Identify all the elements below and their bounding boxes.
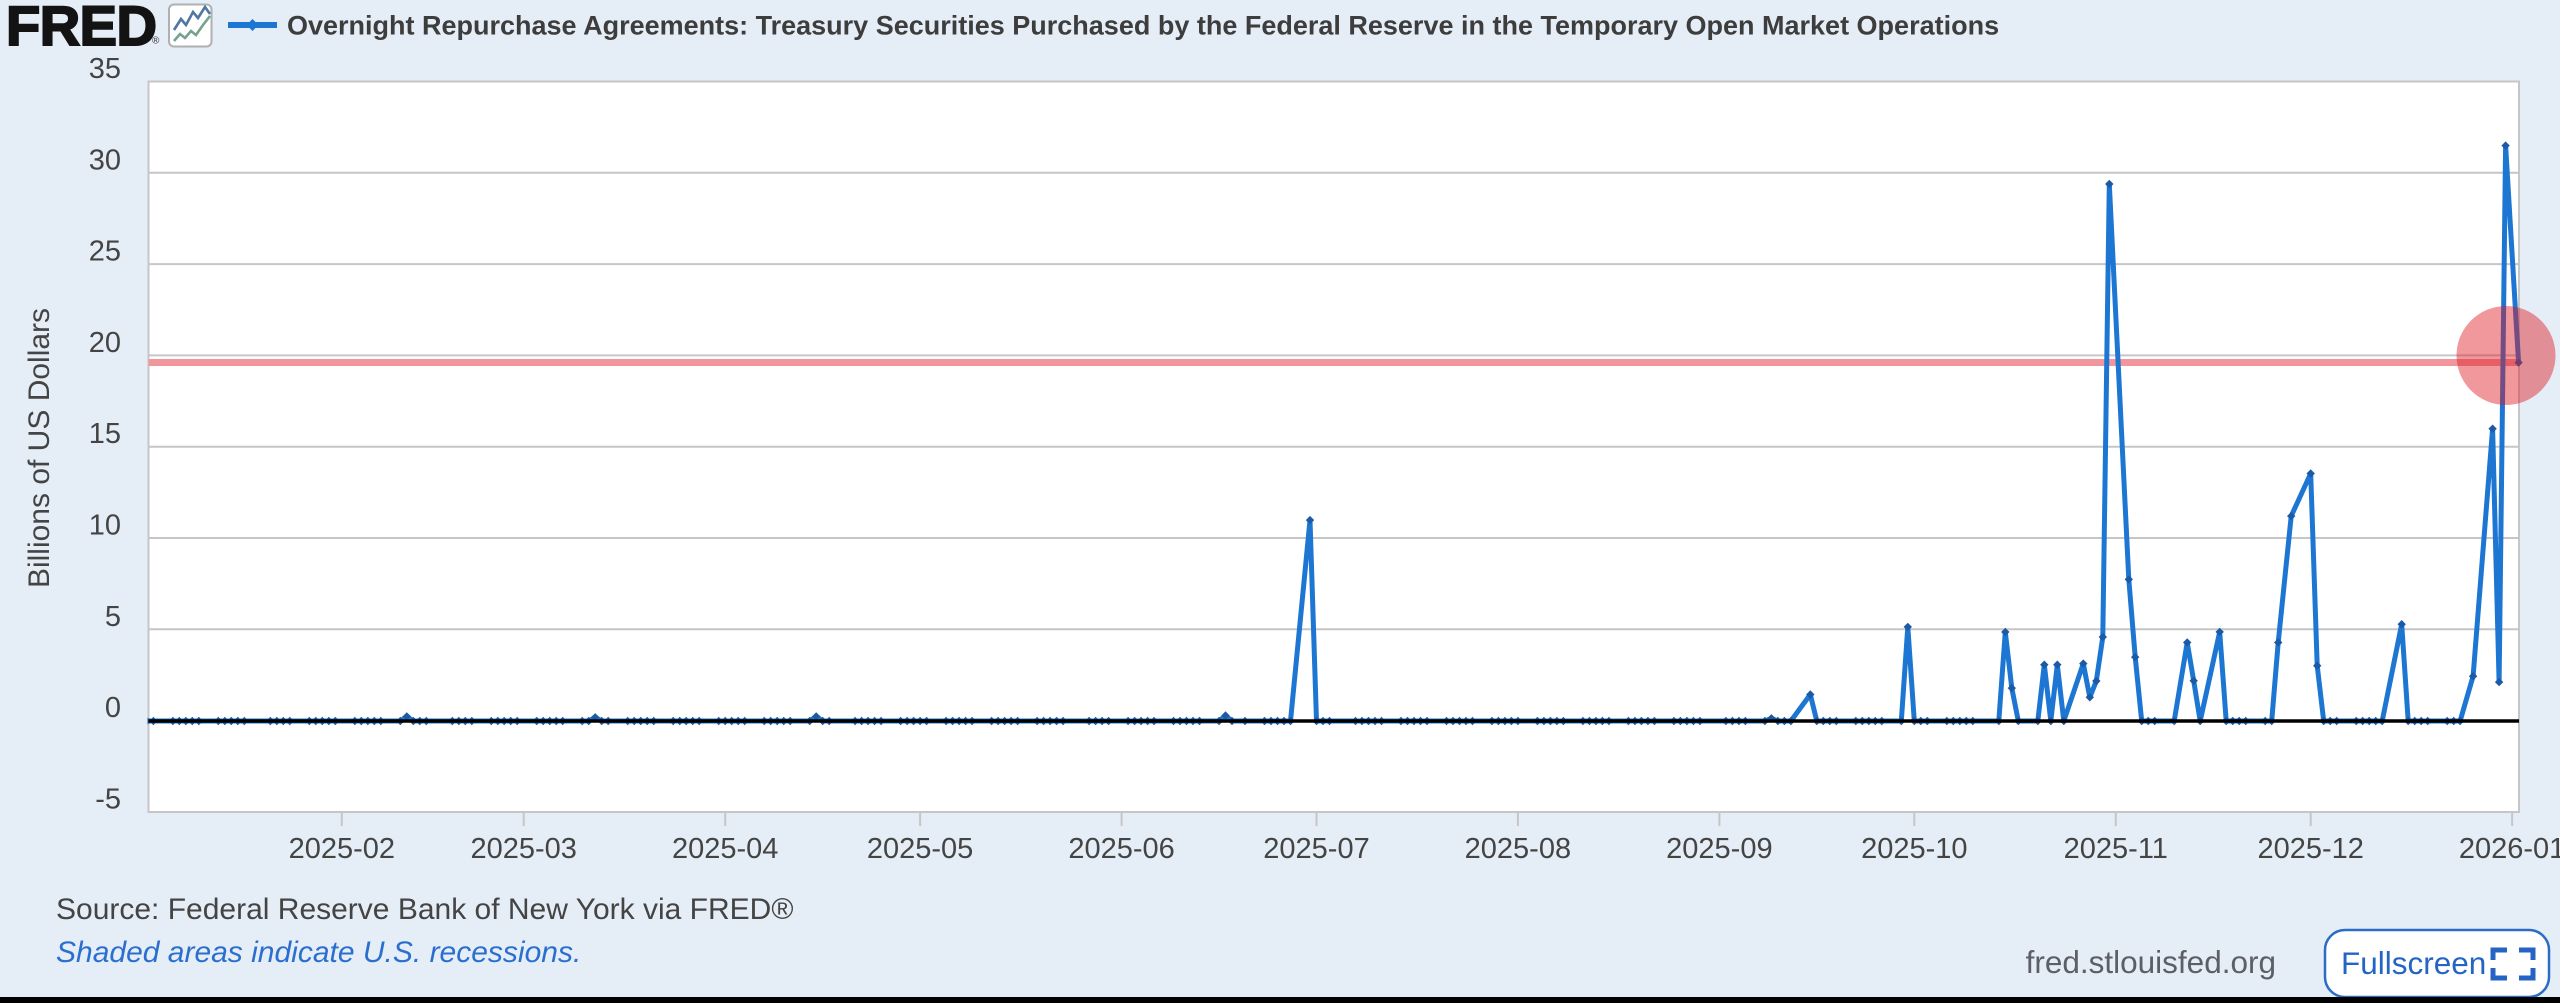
svg-text:Fullscreen: Fullscreen bbox=[2341, 945, 2486, 981]
svg-text:25: 25 bbox=[89, 236, 121, 268]
svg-text:®: ® bbox=[152, 36, 160, 47]
svg-text:2025-07: 2025-07 bbox=[1263, 833, 1369, 865]
svg-text:2025-09: 2025-09 bbox=[1666, 833, 1772, 865]
svg-text:Source: Federal Reserve Bank o: Source: Federal Reserve Bank of New York… bbox=[56, 893, 793, 926]
svg-text:35: 35 bbox=[89, 53, 121, 85]
svg-text:2025-12: 2025-12 bbox=[2257, 833, 2363, 865]
svg-text:20: 20 bbox=[89, 327, 121, 359]
svg-text:15: 15 bbox=[89, 418, 121, 450]
svg-text:-5: -5 bbox=[95, 783, 121, 815]
svg-text:10: 10 bbox=[89, 510, 121, 542]
svg-text:2025-11: 2025-11 bbox=[2064, 833, 2168, 865]
svg-text:30: 30 bbox=[89, 144, 121, 176]
svg-text:Overnight Repurchase Agreement: Overnight Repurchase Agreements: Treasur… bbox=[287, 11, 1999, 41]
svg-text:2026-01: 2026-01 bbox=[2459, 833, 2560, 865]
svg-text:5: 5 bbox=[105, 601, 121, 633]
svg-text:Shaded areas indicate U.S. rec: Shaded areas indicate U.S. recessions. bbox=[56, 936, 581, 969]
svg-text:2025-02: 2025-02 bbox=[289, 833, 395, 865]
svg-text:2025-04: 2025-04 bbox=[672, 833, 778, 865]
svg-text:2025-06: 2025-06 bbox=[1068, 833, 1174, 865]
svg-text:2025-10: 2025-10 bbox=[1861, 833, 1967, 865]
svg-text:2025-08: 2025-08 bbox=[1465, 833, 1571, 865]
svg-text:FRED: FRED bbox=[6, 0, 156, 57]
svg-text:0: 0 bbox=[105, 692, 121, 724]
svg-text:Billions of US Dollars: Billions of US Dollars bbox=[23, 308, 56, 588]
svg-text:2025-05: 2025-05 bbox=[867, 833, 973, 865]
svg-text:2025-03: 2025-03 bbox=[470, 833, 576, 865]
svg-text:fred.stlouisfed.org: fred.stlouisfed.org bbox=[2026, 944, 2276, 980]
